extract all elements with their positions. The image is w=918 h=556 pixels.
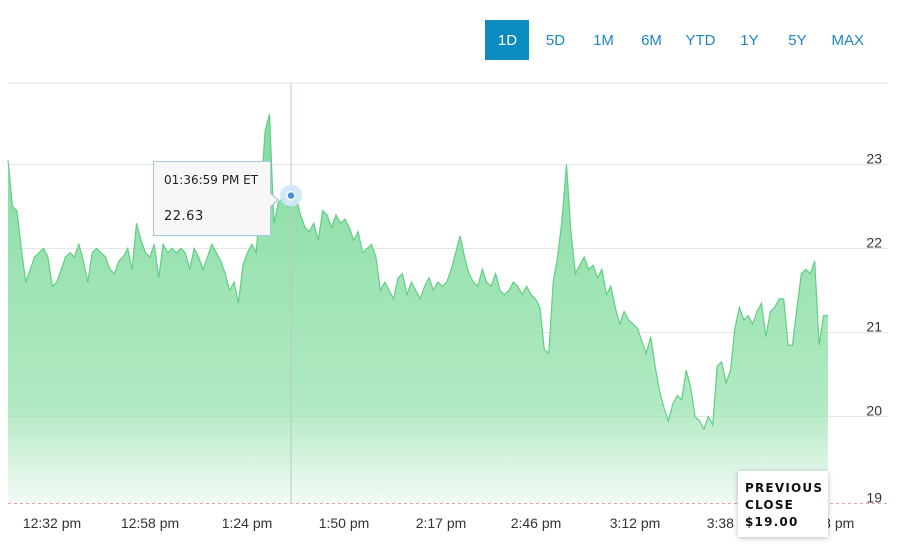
y-tick-label: 23 xyxy=(866,151,882,167)
previous-close-value: $19.00 xyxy=(745,515,799,529)
range-tab-1m[interactable]: 1M xyxy=(593,31,614,49)
y-tick-label: 22 xyxy=(866,235,882,251)
y-tick-label: 19 xyxy=(866,490,882,506)
x-tick-label: 12:58 pm xyxy=(121,515,179,531)
range-tab-1y[interactable]: 1Y xyxy=(740,31,759,49)
y-tick-label: 21 xyxy=(866,319,882,335)
previous-close-label: PREVIOUS CLOSE $19.00 xyxy=(738,471,828,537)
hover-tooltip: 01:36:59 PM ET 22.63 xyxy=(153,161,279,236)
range-tab-6m[interactable]: 6M xyxy=(641,31,662,49)
x-tick-label: 2:46 pm xyxy=(511,515,562,531)
price-area xyxy=(8,114,828,504)
x-tick-label: 12:32 pm xyxy=(23,515,81,531)
hover-point xyxy=(286,190,296,201)
x-tick-label: 2:17 pm xyxy=(416,515,467,531)
x-tick-label: 1:24 pm xyxy=(222,515,273,531)
range-tab-max[interactable]: MAX xyxy=(831,31,864,49)
tooltip-time: 01:36:59 PM ET xyxy=(164,173,259,187)
tooltip-value: 22.63 xyxy=(164,209,204,224)
range-tab-5y[interactable]: 5Y xyxy=(788,31,807,49)
previous-close-title-1: PREVIOUS xyxy=(745,481,824,495)
range-tab-1d[interactable]: 1D xyxy=(485,20,530,60)
range-tab-5d[interactable]: 5D xyxy=(545,31,566,49)
y-tick-label: 20 xyxy=(866,403,882,419)
x-tick-label: 3:12 pm xyxy=(610,515,661,531)
range-selector: 1D 5D 1M 6M YTD 1Y 5Y MAX xyxy=(481,20,872,60)
previous-close-title-2: CLOSE xyxy=(745,498,795,512)
x-tick-label: 1:50 pm xyxy=(319,515,370,531)
price-line xyxy=(7,113,828,431)
range-tab-ytd[interactable]: YTD xyxy=(685,31,716,49)
